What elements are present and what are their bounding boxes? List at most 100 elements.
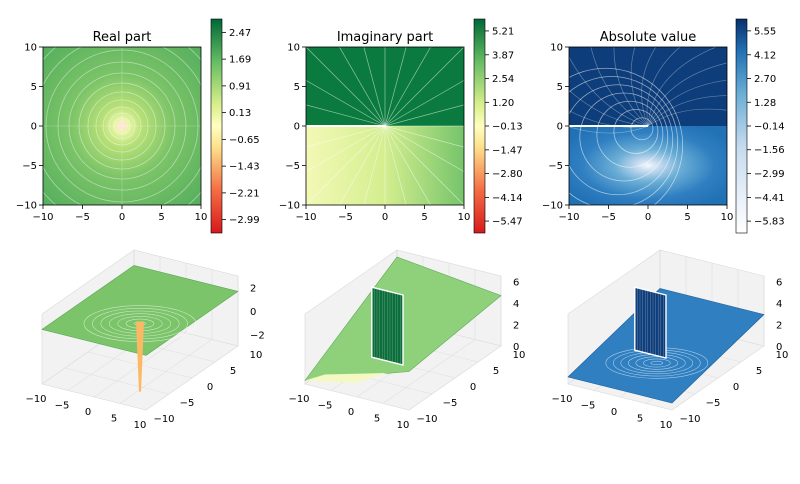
abs-contour-loop xyxy=(630,117,654,141)
abs-value-y-ticks: 10 5 0 −5 −10 xyxy=(542,43,569,212)
x-tick-label: −5 xyxy=(601,212,616,223)
colorbar-tick-label: 0.13 xyxy=(229,108,251,119)
real-part-y-ticks: 10 5 0 −5 −10 xyxy=(16,43,43,212)
surface-y-tick-label: 5 xyxy=(230,366,236,377)
surface-x-tick-label: 0 xyxy=(348,407,354,418)
colorbar-tick-label: 5.21 xyxy=(492,26,514,37)
x-tick-label: 5 xyxy=(684,212,690,223)
surface-z-tick-label: 2 xyxy=(513,320,519,331)
abs-contour-loop xyxy=(596,100,664,168)
imag-contour-ray xyxy=(306,125,386,173)
imag-contour-ray xyxy=(306,125,386,148)
imag-surface-wall xyxy=(371,286,404,366)
abs-contour-loop xyxy=(569,84,674,196)
imag-contour-ray xyxy=(384,125,464,148)
abs-contour-arc xyxy=(569,125,649,134)
surface-y-tick-label: −10 xyxy=(153,414,174,425)
imag-contour-ray xyxy=(384,47,464,127)
abs-contour-arc xyxy=(647,95,727,127)
surface-x-tick-label: −10 xyxy=(288,394,309,405)
imag-contour-ray xyxy=(384,104,464,127)
imag-part-colorbar-ticks: 5.21 3.87 2.54 1.20 −0.13 −1.47 −2.80 −4.14 −5.4… xyxy=(485,26,523,228)
surface-x-tick-label: −10 xyxy=(551,394,572,405)
real-part-heatmap xyxy=(43,47,201,205)
surface-y-tick-label: −5 xyxy=(443,398,458,409)
imag-contour-ray xyxy=(306,79,386,127)
abs-surface-contour xyxy=(642,358,671,368)
surface-y-tick-label: 10 xyxy=(776,350,789,361)
abs-contour-arc xyxy=(647,62,727,127)
abs-contour-arc xyxy=(569,56,649,127)
abs-surface-wall xyxy=(634,286,667,359)
surface-x-tick-label: 5 xyxy=(111,414,117,425)
x-tick-label: −10 xyxy=(295,212,316,223)
abs-contour-arc xyxy=(647,79,727,127)
x-tick-label: 5 xyxy=(158,212,164,223)
imag-contour-ray xyxy=(306,47,386,127)
real-part-colorbar-ticks: 2.47 1.69 0.91 0.13 −0.65 −1.43 −2.21 −2.99 xyxy=(222,28,260,226)
abs-contour-loop xyxy=(613,109,659,154)
colorbar-tick-label: 1.20 xyxy=(492,98,514,109)
panel-real-part: Real part −10 −5 0 5 10 10 5 0 −5 −10 2.47 1.69 0.… xyxy=(16,18,260,234)
y-tick-label: 5 xyxy=(294,82,300,93)
imag-contour-ray xyxy=(338,125,386,205)
real-part-colorbar xyxy=(210,18,223,234)
surface-x-tick-label: −5 xyxy=(55,401,70,412)
surface-y-tick-label: −10 xyxy=(416,414,437,425)
x-tick-label: −10 xyxy=(558,212,579,223)
x-tick-label: 0 xyxy=(382,212,388,223)
panel-absolute-value: Absolute value −10 −5 0 5 10 10 5 0 −5 −10 5.55 4… xyxy=(542,18,785,234)
abs-upper-half xyxy=(569,47,727,126)
imag-contour-ray xyxy=(306,125,386,205)
y-tick-label: 5 xyxy=(557,82,563,93)
colorbar-tick-label: −2.99 xyxy=(229,215,260,226)
abs-contour-arc xyxy=(590,47,649,127)
y-tick-label: 0 xyxy=(294,122,300,133)
y-tick-label: 0 xyxy=(557,122,563,133)
real-part-contours xyxy=(43,47,201,205)
imag-contour-ray xyxy=(384,47,432,127)
panel-title-abs: Absolute value xyxy=(600,30,696,45)
pane-grid-line xyxy=(119,339,213,404)
y-tick-label: −5 xyxy=(548,161,563,172)
imag-contour-ray xyxy=(384,47,407,127)
imag-part-y-ticks: 10 5 0 −5 −10 xyxy=(279,43,306,212)
surface-z-tick-label: 4 xyxy=(776,299,782,310)
colorbar-tick-label: −1.47 xyxy=(492,145,523,156)
real-contour-line xyxy=(57,61,187,191)
colorbar-tick-label: 4.12 xyxy=(754,50,776,61)
imag-part-contours xyxy=(306,47,464,205)
abs-value-colorbar-ticks: 5.55 4.12 2.70 1.28 −0.14 −1.56 −2.99 −4.41 −5.8… xyxy=(747,26,785,228)
pane-grid-line xyxy=(408,345,502,411)
abs-contour-arc xyxy=(646,47,681,127)
imag-part-heatmap xyxy=(306,47,464,205)
real-surface-spike xyxy=(136,321,144,392)
y-tick-label: −10 xyxy=(542,201,563,212)
colorbar-tick-label: 2.70 xyxy=(754,74,776,85)
colorbar-tick-label: −5.47 xyxy=(492,217,523,228)
x-tick-label: 0 xyxy=(645,212,651,223)
colorbar-tick-label: −4.41 xyxy=(754,193,785,204)
y-tick-label: 5 xyxy=(31,82,37,93)
colorbar-tick-label: −0.13 xyxy=(492,122,523,133)
abs-contour-arc xyxy=(647,108,727,127)
colorbar-tick-label: 5.55 xyxy=(754,26,776,37)
colorbar-tick-label: −5.83 xyxy=(754,217,785,228)
x-tick-label: 5 xyxy=(421,212,427,223)
abs-contour-loop xyxy=(569,67,684,205)
surface-y-tick-label: 10 xyxy=(250,350,263,361)
panel-title-imag: Imaginary part xyxy=(337,30,433,45)
colorbar-tick-label: −2.80 xyxy=(492,169,523,180)
imag-contour-ray xyxy=(306,104,386,127)
surface-z-tick-label: 2 xyxy=(250,284,256,295)
colorbar-tick-label: 2.54 xyxy=(492,74,514,85)
colorbar-tick-label: −0.14 xyxy=(754,122,785,133)
surface-x-tick-label: −10 xyxy=(25,394,46,405)
colorbar-tick-label: 1.28 xyxy=(754,98,776,109)
surface-z-tick-label: 2 xyxy=(776,320,782,331)
real-contour-line xyxy=(78,82,166,170)
x-tick-label: −5 xyxy=(338,212,353,223)
surface-x-tick-label: −5 xyxy=(581,401,596,412)
colorbar-tick-label: 2.47 xyxy=(229,28,251,39)
